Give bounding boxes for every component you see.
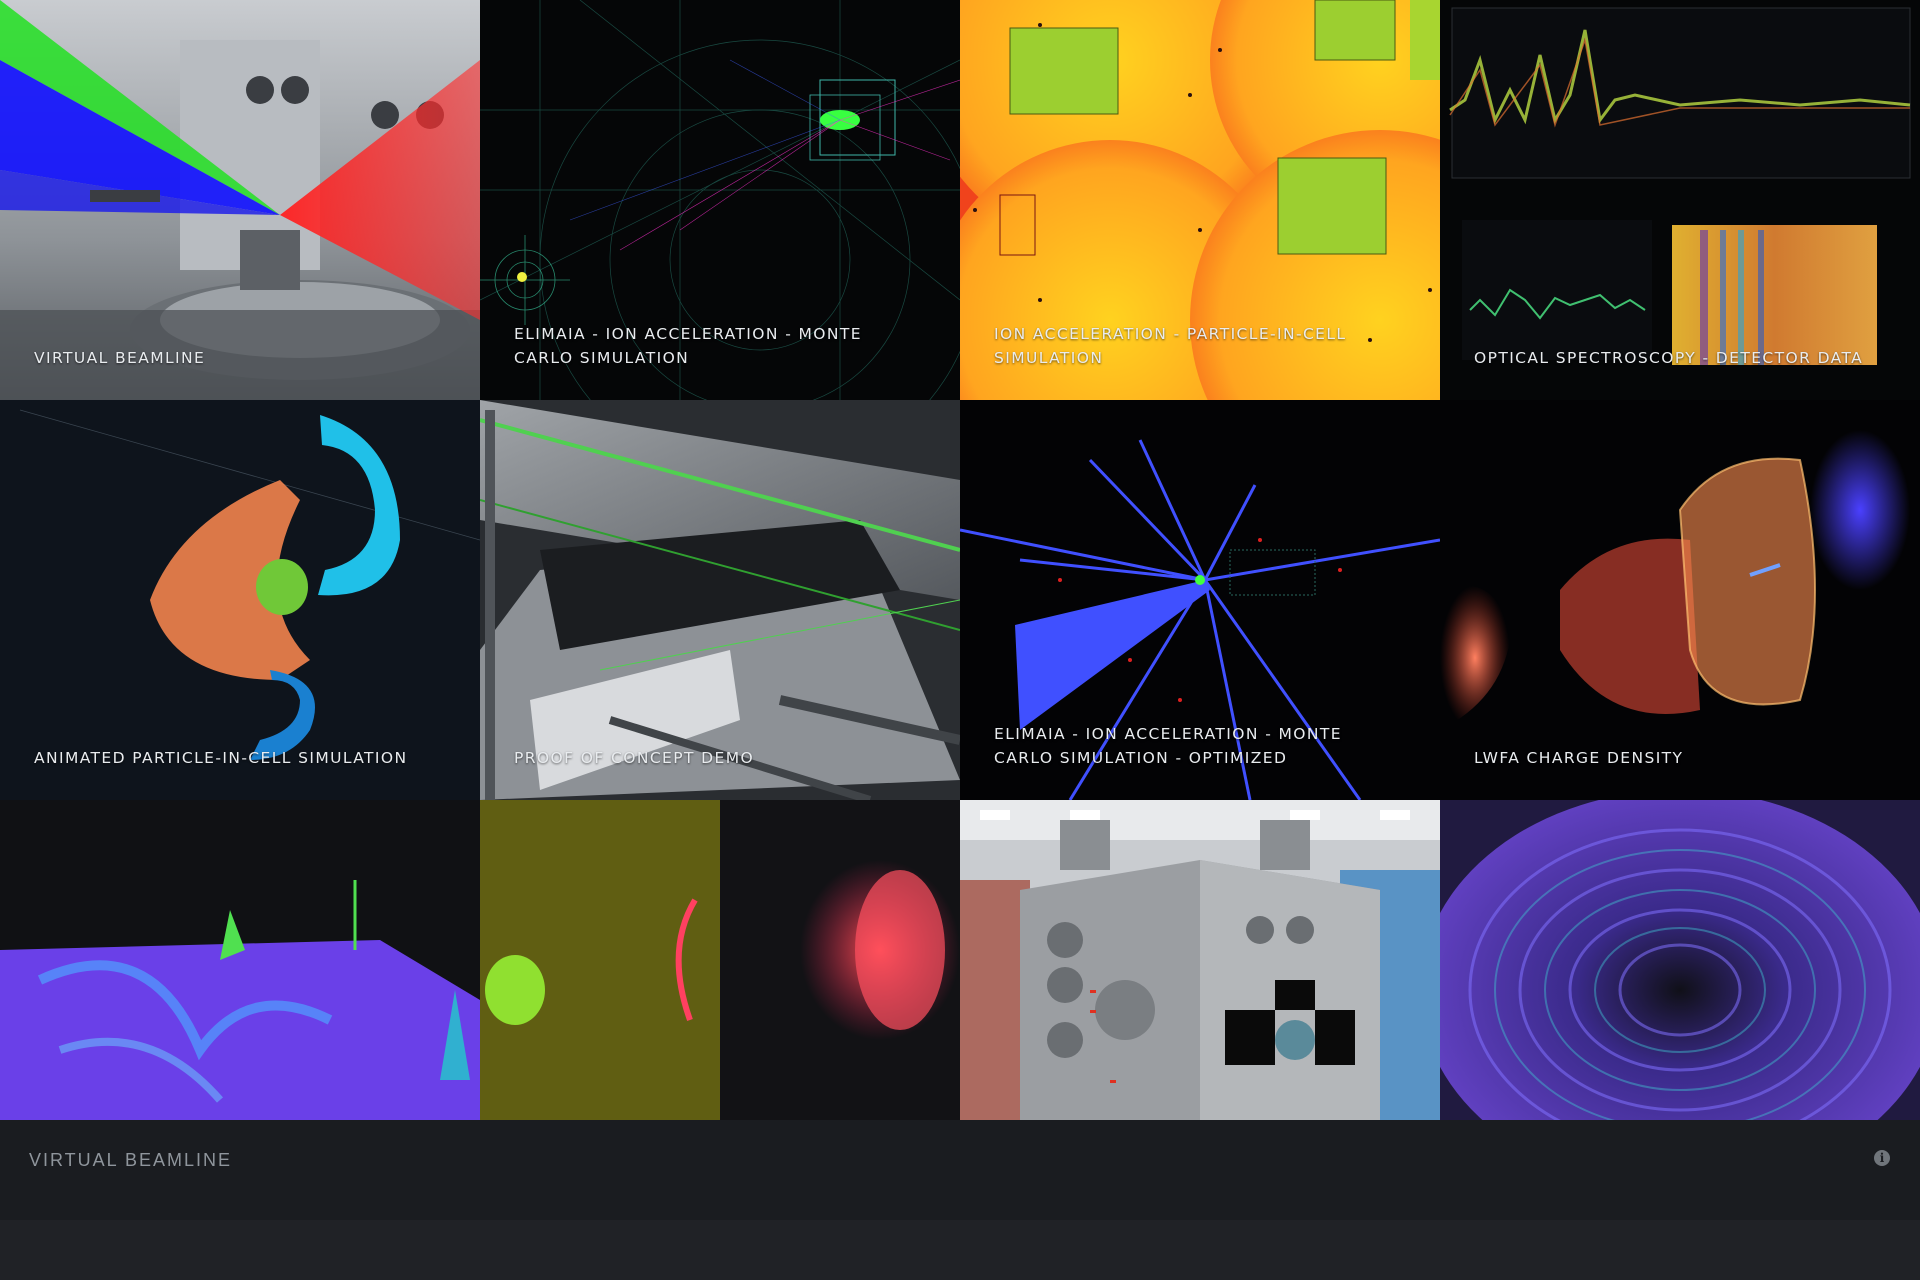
gallery-tile-animated-pic[interactable]: Animated Particle-in-cell Simulation [0,400,480,800]
tile-thumbnail [0,0,480,400]
info-bar: Virtual Beamline i [0,1120,1920,1220]
tile-thumbnail [960,0,1440,400]
gallery-tile-elimaia-optimized[interactable]: ELIMAIA - Ion Acceleration - Monte Carlo… [960,400,1440,800]
gallery-tile-10[interactable] [480,800,960,1120]
gallery-tile-virtual-beamline[interactable]: Virtual Beamline [0,0,480,400]
gallery-tile-12[interactable] [1440,800,1920,1120]
tile-caption: LWFA Charge Density [1474,749,1684,767]
tile-caption: Proof of Concept Demo [514,749,755,767]
selected-item-title: Virtual Beamline [29,1150,233,1170]
tile-caption: Virtual Beamline [34,349,206,367]
gallery-tile-ion-acceleration-pic[interactable]: Ion Acceleration - Particle-in-cell Simu… [960,0,1440,400]
gallery-tile-11[interactable] [960,800,1440,1120]
tile-thumbnail [1440,800,1920,1120]
tile-thumbnail [960,400,1440,800]
tile-caption: Animated Particle-in-cell Simulation [34,749,408,767]
footer-area [0,1220,1920,1280]
tile-thumbnail [480,800,960,1120]
gallery-tile-optical-spectroscopy[interactable]: Optical Spectroscopy - Detector Data [1440,0,1920,400]
gallery-grid: Virtual Beamline [0,0,1920,1120]
gallery-tile-lwfa-charge-density[interactable]: LWFA Charge Density [1440,400,1920,800]
tile-caption: Optical Spectroscopy - Detector Data [1474,349,1864,367]
gallery-tile-elimaia-monte-carlo[interactable]: ELIMAIA - Ion Acceleration - Monte Carlo… [480,0,960,400]
info-icon[interactable]: i [1874,1150,1890,1166]
tile-thumbnail [0,400,480,800]
tile-caption: Ion Acceleration - Particle-in-cell Simu… [994,325,1347,367]
tile-thumbnail [960,800,1440,1120]
gallery-tile-9[interactable] [0,800,480,1120]
tile-thumbnail [480,0,960,400]
tile-thumbnail [1440,400,1920,800]
tile-thumbnail [0,800,480,1120]
tile-thumbnail [1440,0,1920,400]
tile-thumbnail [480,400,960,800]
gallery-tile-proof-of-concept[interactable]: Proof of Concept Demo [480,400,960,800]
tile-caption: ELIMAIA - Ion Acceleration - Monte Carlo… [994,725,1342,767]
tile-caption: ELIMAIA - Ion Acceleration - Monte Carlo… [514,325,862,367]
